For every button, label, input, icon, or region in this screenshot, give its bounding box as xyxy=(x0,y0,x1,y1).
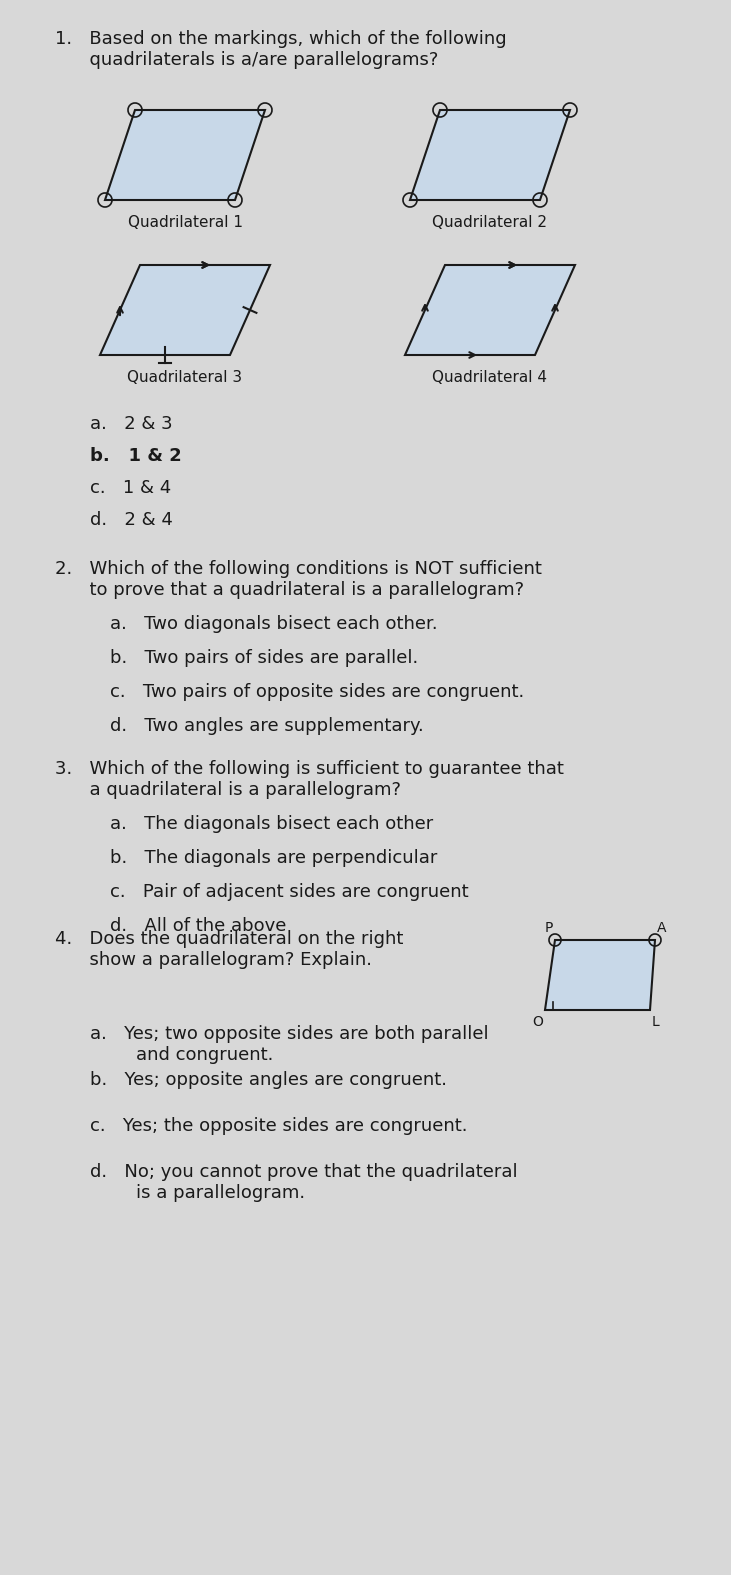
Text: a.   Two diagonals bisect each other.: a. Two diagonals bisect each other. xyxy=(110,614,438,633)
Polygon shape xyxy=(405,265,575,354)
Text: c.   Two pairs of opposite sides are congruent.: c. Two pairs of opposite sides are congr… xyxy=(110,684,524,701)
Text: d.   No; you cannot prove that the quadrilateral
        is a parallelogram.: d. No; you cannot prove that the quadril… xyxy=(90,1162,518,1202)
Text: 4.   Does the quadrilateral on the right
      show a parallelogram? Explain.: 4. Does the quadrilateral on the right s… xyxy=(55,929,404,969)
Text: a.   2 & 3: a. 2 & 3 xyxy=(90,414,173,433)
Text: b.   Yes; opposite angles are congruent.: b. Yes; opposite angles are congruent. xyxy=(90,1071,447,1088)
Text: 1.   Based on the markings, which of the following
      quadrilaterals is a/are: 1. Based on the markings, which of the f… xyxy=(55,30,507,69)
Text: b.   1 & 2: b. 1 & 2 xyxy=(90,447,182,465)
Text: c.   Pair of adjacent sides are congruent: c. Pair of adjacent sides are congruent xyxy=(110,884,469,901)
Polygon shape xyxy=(410,110,570,200)
Text: a.   The diagonals bisect each other: a. The diagonals bisect each other xyxy=(110,814,433,833)
Text: P: P xyxy=(545,921,553,936)
Text: 3.   Which of the following is sufficient to guarantee that
      a quadrilatera: 3. Which of the following is sufficient … xyxy=(55,761,564,799)
Text: d.   Two angles are supplementary.: d. Two angles are supplementary. xyxy=(110,717,424,736)
Text: b.   Two pairs of sides are parallel.: b. Two pairs of sides are parallel. xyxy=(110,649,418,666)
Text: Quadrilateral 3: Quadrilateral 3 xyxy=(127,370,243,384)
Text: Quadrilateral 1: Quadrilateral 1 xyxy=(127,216,243,230)
Text: a.   Yes; two opposite sides are both parallel
        and congruent.: a. Yes; two opposite sides are both para… xyxy=(90,1025,488,1063)
Text: O: O xyxy=(532,1014,543,1028)
Text: c.   1 & 4: c. 1 & 4 xyxy=(90,479,171,498)
Text: Quadrilateral 2: Quadrilateral 2 xyxy=(433,216,548,230)
Text: d.   2 & 4: d. 2 & 4 xyxy=(90,510,173,529)
Text: c.   Yes; the opposite sides are congruent.: c. Yes; the opposite sides are congruent… xyxy=(90,1117,468,1136)
Text: A: A xyxy=(657,921,667,936)
Text: Quadrilateral 4: Quadrilateral 4 xyxy=(433,370,548,384)
Text: 2.   Which of the following conditions is NOT sufficient
      to prove that a q: 2. Which of the following conditions is … xyxy=(55,561,542,598)
Polygon shape xyxy=(545,940,655,1010)
Polygon shape xyxy=(100,265,270,354)
Text: L: L xyxy=(652,1014,660,1028)
Polygon shape xyxy=(105,110,265,200)
Text: d.   All of the above: d. All of the above xyxy=(110,917,287,936)
Text: b.   The diagonals are perpendicular: b. The diagonals are perpendicular xyxy=(110,849,437,866)
